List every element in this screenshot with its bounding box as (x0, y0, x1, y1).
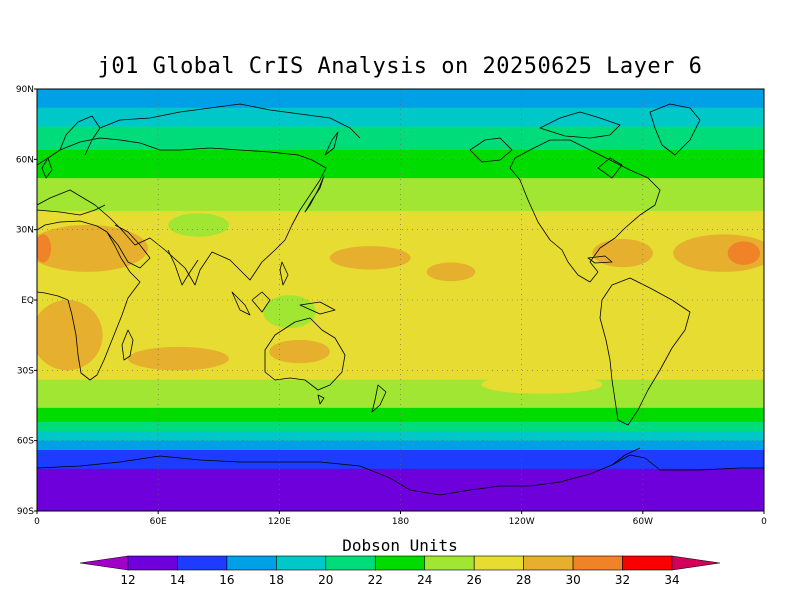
lat-tick-label: 30N (16, 226, 34, 236)
colorbar-title: Dobson Units (342, 536, 458, 555)
ozone-patch (37, 224, 149, 272)
lon-tick-label: 60E (150, 517, 167, 527)
coastline-philippines (279, 261, 289, 286)
zonal-band (37, 468, 764, 511)
coastline-greenland (649, 103, 701, 156)
coastline-eurasia (37, 137, 327, 286)
coastline-japan (304, 175, 325, 213)
ozone-patch (37, 300, 103, 371)
coastline-madagascar (121, 329, 134, 361)
ozone-patch (37, 234, 52, 263)
coastline-new-zealand (371, 384, 387, 413)
lon-tick-label: 120W (509, 517, 535, 527)
lat-tick-label: 60S (17, 437, 34, 447)
coastline-canada-arctic (539, 111, 621, 139)
coastline-scandinavia (59, 115, 101, 156)
lat-tick-label: 30S (17, 366, 34, 376)
lat-tick-label: 90N (16, 85, 34, 95)
coastline-cuba (587, 255, 613, 264)
ozone-patch (127, 346, 229, 371)
coastline-sumatra (231, 291, 251, 316)
coastline-kamchatka (324, 131, 339, 156)
lon-tick-label: 180 (392, 517, 409, 527)
zonal-band (37, 431, 764, 442)
latitude-labels: 90N 60N 30N EQ 30S 60S 90S (16, 85, 34, 517)
coastline-new-guinea (299, 301, 336, 315)
lon-tick-label: 120E (268, 517, 291, 527)
zonal-band (37, 407, 764, 423)
zonal-band (37, 421, 764, 432)
coastline-tasmania (317, 394, 325, 405)
coastline-india (167, 249, 199, 286)
coastline-borneo (251, 291, 271, 313)
longitude-labels: 0 60E 120E 180 120W 60W 0 (34, 517, 767, 527)
coastline-arabia (106, 224, 151, 269)
lon-tick-label: 0 (761, 517, 767, 527)
axis-ticks (34, 88, 765, 514)
coastline-australia (264, 317, 346, 391)
coastline-alaska (469, 137, 513, 163)
zonal-band (37, 89, 764, 109)
coastline-hudson (597, 157, 623, 179)
coastline-africa (37, 220, 141, 381)
lon-tick-label: 60W (633, 517, 653, 527)
ozone-patch (592, 239, 653, 268)
coastline-north-america (509, 139, 661, 283)
coastline-mediterranean (37, 204, 106, 216)
coastline-antarctic-peninsula (611, 447, 641, 466)
gridlines (37, 89, 764, 511)
ozone-patch (329, 246, 411, 270)
lon-tick-label: 0 (34, 517, 40, 527)
lat-tick-label: EQ (21, 296, 34, 306)
zonal-band (37, 126, 764, 151)
coastline-uk (41, 157, 53, 179)
ozone-patch (168, 213, 229, 237)
ozone-patch (269, 339, 330, 364)
zonal-band (37, 440, 764, 451)
ozone-patch (727, 241, 760, 265)
map-title: j01 Global CrIS Analysis on 20250625 Lay… (97, 54, 703, 79)
ozone-patch (481, 375, 603, 394)
coastline-antarctica (37, 454, 764, 496)
coastline-siberia (99, 103, 361, 139)
lat-tick-label: 60N (16, 155, 34, 165)
ozone-patch (426, 262, 476, 282)
lat-tick-label: 90S (17, 507, 34, 517)
